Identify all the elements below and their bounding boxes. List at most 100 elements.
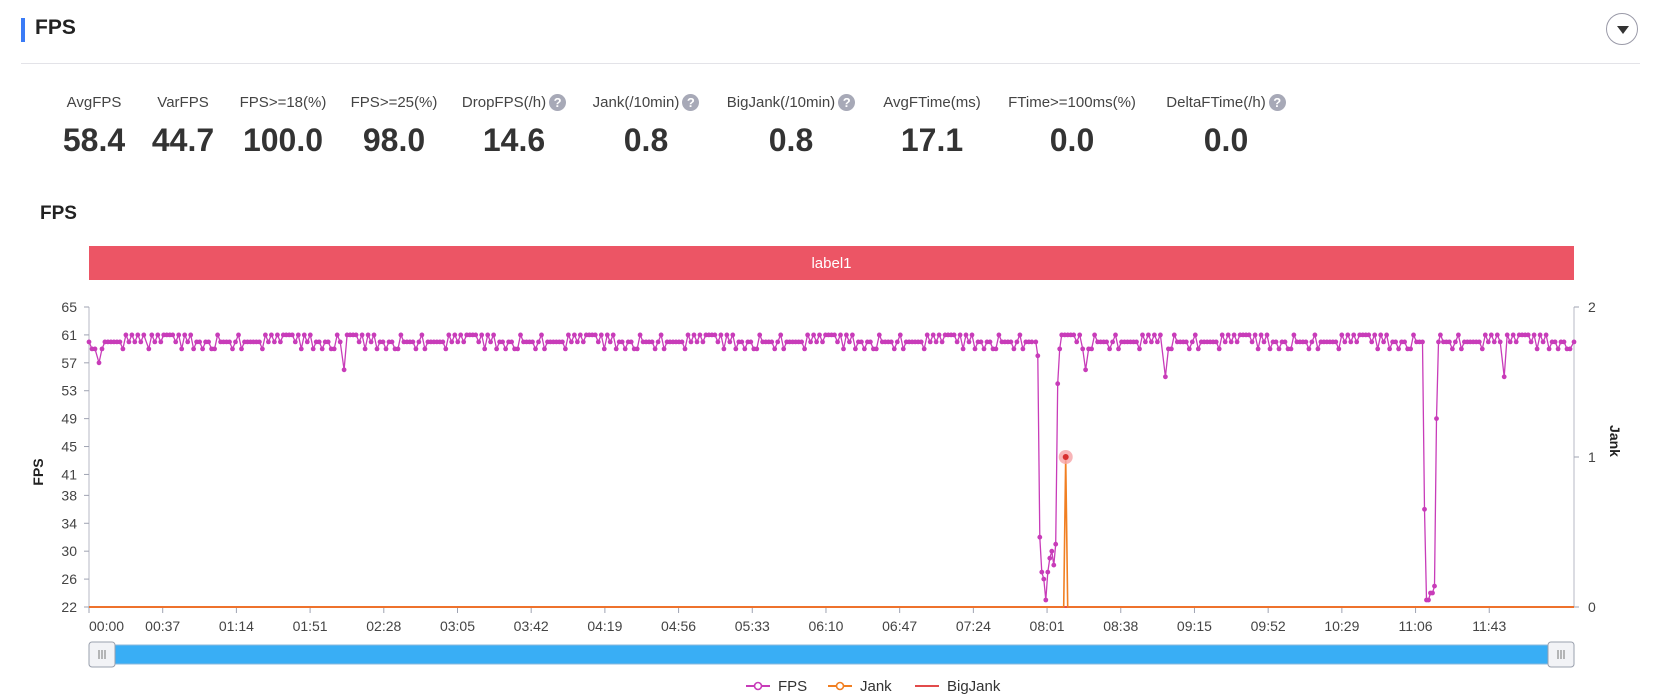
fps-point [1459, 346, 1464, 352]
fps-point [1037, 534, 1043, 540]
collapse-toggle-button[interactable] [1606, 13, 1638, 45]
fps-point [1183, 339, 1189, 345]
x-tick-label: 04:19 [587, 618, 622, 634]
legend-label-fps[interactable]: FPS [778, 678, 807, 695]
fps-point [440, 339, 446, 345]
legend-label-jank[interactable]: Jank [860, 678, 892, 695]
fps-point [1312, 332, 1318, 338]
fps-point [1020, 346, 1026, 352]
zoom-slider-track[interactable] [88, 644, 1575, 665]
fps-point [272, 339, 277, 345]
fps-point [577, 332, 583, 338]
fps-point [215, 332, 221, 338]
fps-point [781, 346, 787, 352]
fps-point [924, 332, 930, 338]
fps-point [613, 346, 619, 352]
fps-point [1116, 346, 1121, 352]
fps-point [449, 339, 455, 345]
fps-point [888, 339, 894, 345]
fps-point [996, 332, 1002, 338]
y-right-tick-label: 1 [1588, 449, 1596, 465]
fps-point [694, 339, 700, 345]
fps-point [362, 346, 368, 352]
metric-value: 0.0 [1203, 122, 1249, 158]
x-tick-label: 04:56 [661, 618, 696, 634]
fps-point [580, 339, 586, 345]
fps-point [135, 332, 141, 338]
fps-point [227, 339, 232, 345]
fps-point [1258, 332, 1264, 338]
fps-point [1249, 339, 1255, 345]
fps-point [572, 332, 577, 338]
x-tick-label: 00:00 [89, 618, 124, 634]
y-right-tick-label: 2 [1588, 299, 1596, 315]
fps-point [1213, 339, 1219, 345]
metric-avgftime-ms: AvgFTime(ms) 17.1 [867, 92, 997, 159]
fps-point [727, 339, 733, 345]
fps-point [1387, 346, 1392, 352]
fps-point [1488, 332, 1494, 338]
fps-point [1447, 339, 1452, 345]
fps-point [509, 339, 514, 345]
fps-point [742, 346, 748, 352]
fps-point [1171, 332, 1177, 338]
fps-point [155, 332, 161, 338]
y-left-tick-label: 26 [61, 571, 77, 587]
fps-point [1434, 416, 1439, 421]
x-tick-label: 03:05 [440, 618, 475, 634]
fps-point [1513, 339, 1519, 345]
fps-point [1342, 339, 1348, 345]
fps-point [1155, 339, 1160, 345]
fps-point [1494, 332, 1500, 338]
fps-point [853, 346, 858, 352]
fps-point [1186, 346, 1192, 352]
legend-label-bigjank[interactable]: BigJank [947, 678, 1001, 695]
fps-point [691, 332, 697, 338]
help-icon[interactable]: ? [549, 93, 567, 111]
metric-label: FTime>=100ms(%) [1008, 92, 1136, 112]
fps-point [993, 346, 999, 352]
fps-point [518, 332, 523, 338]
fps-point [1525, 332, 1531, 338]
fps-point [371, 332, 377, 338]
fps-point [954, 339, 960, 345]
fps-point [458, 332, 464, 338]
label-band [89, 246, 1574, 280]
fps-point [1303, 339, 1309, 345]
fps-point [563, 346, 568, 352]
metric-value: 100.0 [242, 122, 324, 158]
fps-point [173, 339, 179, 345]
chart-title: FPS [40, 203, 77, 224]
fps-point [179, 346, 185, 352]
fps-point [334, 332, 340, 338]
fps-point [96, 360, 102, 366]
fps-point [188, 332, 194, 338]
fps-point [921, 346, 927, 352]
fps-point [1510, 332, 1516, 338]
fps-point [1267, 346, 1273, 352]
fps-point [688, 339, 694, 345]
help-icon[interactable]: ? [1268, 93, 1286, 111]
help-icon[interactable]: ? [682, 93, 700, 111]
fps-point [634, 346, 640, 352]
fps-point [1491, 339, 1497, 345]
help-icon[interactable]: ? [838, 93, 856, 111]
fps-point [1546, 346, 1552, 352]
metric-label-text: FTime>=100ms(%) [1008, 93, 1136, 111]
y-left-axis-label: FPS [30, 458, 46, 485]
y-left-tick-label: 22 [61, 599, 77, 615]
fps-point [610, 332, 616, 338]
metric-label-text: Jank(/10min) [592, 93, 680, 111]
fps-point [1420, 339, 1425, 345]
fps-point [269, 332, 274, 338]
fps-point [310, 346, 316, 352]
fps-point [353, 332, 359, 338]
fps-point [452, 332, 458, 338]
y-left-tick-label: 30 [61, 543, 77, 559]
fps-point [236, 332, 241, 338]
fps-point [978, 339, 984, 345]
fps-point [1571, 339, 1577, 345]
fps-point [775, 339, 781, 345]
metric-fps-18: FPS>=18(%) 100.0 [218, 92, 348, 159]
